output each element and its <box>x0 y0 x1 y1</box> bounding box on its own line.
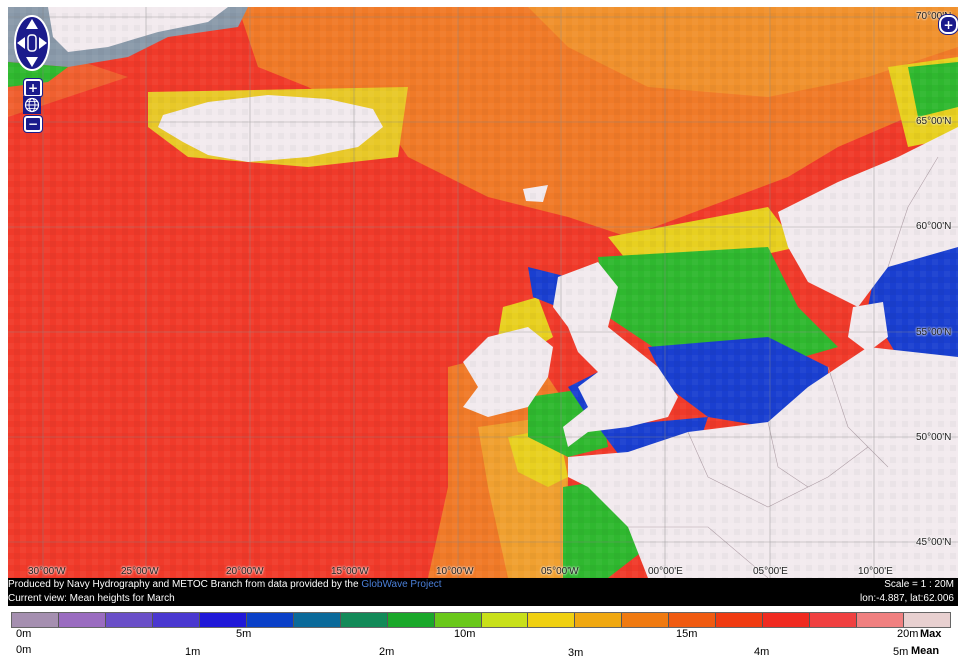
pan-up-icon[interactable] <box>26 19 38 29</box>
legend-swatch <box>857 613 905 627</box>
coordinate-readout: lon:-4.887, lat:62.006 <box>860 593 954 604</box>
legend-swatch <box>528 613 576 627</box>
legend-swatch <box>434 613 482 627</box>
grid-label-lat: 60°00'N <box>916 221 952 232</box>
legend-swatch <box>293 613 341 627</box>
legend-mean-label: 2m <box>379 646 395 658</box>
legend-mean-suffix: Mean <box>911 645 940 657</box>
grid-label-lon: 00°00'E <box>648 566 683 577</box>
layer-switcher-button[interactable]: + <box>939 15 958 34</box>
grid-label-lat: 55°00'N <box>916 327 952 338</box>
grid-label-lat: 45°00'N <box>916 537 952 548</box>
legend-swatch <box>716 613 764 627</box>
legend-mean-label: 0m <box>16 644 32 656</box>
legend-swatch <box>152 613 200 627</box>
legend-swatch <box>58 613 106 627</box>
legend-swatch <box>622 613 670 627</box>
legend-max-label: 20m <box>897 628 919 640</box>
scale-label: Scale = 1 : 20M <box>884 579 954 590</box>
grid-label-lon: 10°00'W <box>436 566 474 577</box>
map-navigation: + − <box>12 13 52 132</box>
grid-label-lon: 05°00'W <box>541 566 579 577</box>
pan-right-icon[interactable] <box>39 37 47 49</box>
pan-down-icon[interactable] <box>26 57 38 67</box>
legend-swatch <box>669 613 717 627</box>
grid-label-lat: 70°00'N <box>916 11 952 22</box>
grid-label-lon: 05°00'E <box>753 566 788 577</box>
legend-color-bar <box>11 612 951 628</box>
zoom-out-button[interactable]: − <box>24 116 42 132</box>
map-canvas <box>8 7 958 578</box>
grid-label-lat: 65°00'N <box>916 116 952 127</box>
legend-max-label: 10m <box>454 628 476 640</box>
grid-label-lat: 50°00'N <box>916 432 952 443</box>
legend-max-label: 5m <box>236 628 252 640</box>
pixel-texture <box>8 7 958 578</box>
color-legend: 0m 5m 10m 15m 20m Max 0m 1m 2m 3m 4m 5m … <box>8 609 958 659</box>
legend-swatch <box>387 613 435 627</box>
legend-swatch <box>575 613 623 627</box>
legend-swatch <box>12 613 59 627</box>
legend-max-suffix: Max <box>920 628 942 640</box>
legend-mean-label: 4m <box>754 646 770 658</box>
legend-swatch <box>199 613 247 627</box>
map-info-bar: Produced by Navy Hydrography and METOC B… <box>8 578 958 606</box>
legend-max-label: 0m <box>16 628 32 640</box>
legend-swatch <box>340 613 388 627</box>
legend-mean-label: 1m <box>185 646 201 658</box>
legend-swatch <box>105 613 153 627</box>
globwave-link[interactable]: GlobWave Project <box>361 579 442 590</box>
credit-prefix: Produced by Navy Hydrography and METOC B… <box>8 579 362 590</box>
legend-swatch <box>246 613 294 627</box>
graticule <box>8 7 958 578</box>
legend-mean-label: 5m <box>893 646 909 658</box>
grid-label-lon: 20°00'W <box>226 566 264 577</box>
grid-label-lon: 25°00'W <box>121 566 159 577</box>
legend-swatch <box>481 613 529 627</box>
zoom-in-button[interactable]: + <box>24 79 42 97</box>
zoom-world-icon[interactable] <box>23 96 41 114</box>
legend-swatch <box>763 613 811 627</box>
pan-left-icon[interactable] <box>17 37 25 49</box>
grid-label-lon: 15°00'W <box>331 566 369 577</box>
legend-swatch <box>810 613 858 627</box>
wave-height-map[interactable]: 30°00'W 25°00'W 20°00'W 15°00'W 10°00'W … <box>8 7 958 578</box>
credit-text: Produced by Navy Hydrography and METOC B… <box>8 579 442 590</box>
grid-label-lon: 30°00'W <box>28 566 66 577</box>
legend-max-label: 15m <box>676 628 698 640</box>
legend-mean-label: 3m <box>568 647 584 659</box>
current-view-label: Current view: Mean heights for March <box>8 593 175 604</box>
grid-label-lon: 10°00'E <box>858 566 893 577</box>
legend-swatch <box>904 613 951 627</box>
pan-control <box>14 15 50 71</box>
